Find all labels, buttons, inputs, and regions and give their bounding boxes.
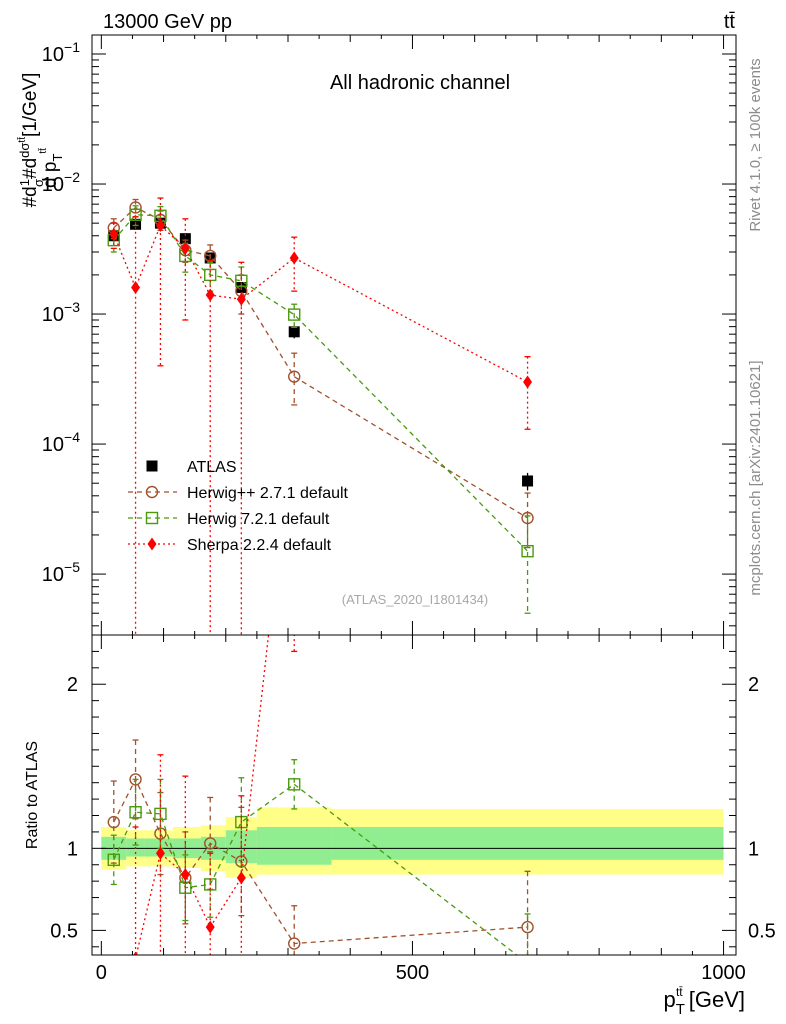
y-tick-label: 10−2 — [42, 169, 80, 196]
inner-band — [331, 827, 724, 860]
chart-title: All hadronic channel — [330, 72, 510, 94]
svg-text:#d1σ#ddσtt̄[1/GeV]: #d1σ#ddσtt̄[1/GeV] — [16, 73, 46, 208]
ratio-panel: 0.5 0.5 1 1 2 2 0 500 1000 Ratio to ATLAS pTtt̄ … — [24, 54, 776, 1018]
ratio-point — [107, 815, 120, 829]
legend-marker — [145, 485, 159, 499]
ratio-line — [113, 777, 528, 945]
x-tick-label: 0 — [96, 962, 107, 984]
ratio-series-herwig-7-2-1-default — [107, 759, 533, 969]
series-atlas — [108, 217, 534, 491]
main-panel: 10−1 10−2 10−3 10−4 10−5 All hadronic channe… — [16, 34, 737, 636]
ratio-point — [288, 937, 301, 950]
ratio-point — [129, 773, 142, 786]
ratio-point — [180, 868, 190, 882]
ratio-point — [109, 998, 118, 1011]
legend-label: Herwig 7.2.1 default — [187, 511, 330, 528]
ratio-point — [155, 846, 165, 860]
main-series — [107, 197, 534, 635]
data-point — [288, 370, 301, 383]
series-line — [113, 206, 528, 519]
legend-label: Herwig++ 2.7.1 default — [187, 485, 349, 502]
ratio-point — [129, 806, 142, 819]
inner-band — [256, 827, 332, 865]
ratio-point — [288, 778, 301, 791]
legend-label: Sherpa 2.2.4 default — [187, 537, 332, 554]
ratio-y-tick-label: 1 — [67, 838, 78, 860]
ratio-frame — [91, 634, 737, 956]
ratio-series — [107, 54, 534, 1011]
data-point — [235, 274, 248, 288]
ratio-y-axis-label: Ratio to ATLAS — [24, 741, 41, 849]
mcplots-label: mcplots.cern.ch [arXiv:2401.10621] — [747, 360, 764, 595]
legend: ATLAS Herwig++ 2.7.1 default Herwig 7.2.1 … — [128, 459, 349, 554]
y-tick-label: 10−1 — [42, 39, 80, 66]
ratio-y-tick-label-right: 0.5 — [748, 920, 776, 942]
ratio-y-tick-label: 2 — [67, 674, 78, 696]
data-point — [288, 308, 301, 321]
ratio-y-tick-label: 0.5 — [50, 920, 78, 942]
ratio-point — [133, 951, 138, 955]
data-point — [205, 288, 215, 302]
analysis-tag: (ATLAS_2020_I1801434) — [342, 592, 488, 607]
header-right: tt̄ — [724, 11, 736, 33]
ratio-point — [523, 54, 532, 67]
series-line — [113, 214, 529, 552]
ratio-point — [107, 853, 120, 867]
legend-marker — [145, 511, 159, 525]
data-point — [236, 292, 246, 306]
data-point — [522, 475, 534, 487]
ratio-point — [236, 871, 246, 885]
y-tick-label: 10−3 — [42, 299, 80, 326]
x-tick-label: 1000 — [701, 962, 746, 984]
data-point — [521, 544, 534, 558]
main-y-axis-label: #d1σ#ddσtt̄[1/GeV] d pTtt̄ — [16, 73, 65, 208]
x-tick-label: 500 — [396, 962, 429, 984]
x-axis-label: pTtt̄ [GeV] — [664, 985, 745, 1018]
data-point — [131, 281, 141, 295]
series-line — [113, 224, 528, 383]
data-point — [109, 227, 119, 241]
ratio-line — [113, 783, 518, 955]
legend-label: ATLAS — [187, 459, 237, 476]
data-point — [288, 326, 300, 338]
data-point — [180, 241, 190, 255]
ratio-point — [205, 920, 215, 934]
legend-marker — [146, 460, 158, 472]
y-tick-label: 10−4 — [42, 429, 80, 456]
ratio-line — [135, 635, 270, 955]
y-tick-label: 10−5 — [42, 559, 80, 586]
ratio-y-tick-label-right: 1 — [748, 838, 759, 860]
data-point — [129, 201, 142, 214]
header-left: 13000 GeV pp — [103, 11, 232, 33]
svg-text:d pTtt̄: d pTtt̄ — [37, 148, 65, 188]
ratio-point — [204, 837, 217, 850]
series-sherpa-2-2-4-default — [109, 197, 533, 635]
rivet-version-label: Rivet 4.1.0, ≥ 100k events — [747, 58, 764, 231]
data-point — [179, 233, 191, 245]
legend-marker — [147, 537, 157, 551]
data-point — [521, 511, 534, 525]
ratio-point — [154, 807, 167, 821]
svg-text:pTtt̄ [GeV]: pTtt̄ [GeV] — [664, 985, 745, 1018]
ratio-uncertainty-bands — [101, 807, 724, 878]
data-point — [129, 208, 142, 221]
ratio-point — [522, 958, 533, 969]
data-point — [289, 251, 299, 265]
ratio-series-sherpa-2-2-4-default — [109, 54, 532, 1011]
data-point — [523, 375, 533, 389]
ratio-y-tick-label-right: 2 — [748, 674, 759, 696]
data-point — [155, 218, 165, 232]
